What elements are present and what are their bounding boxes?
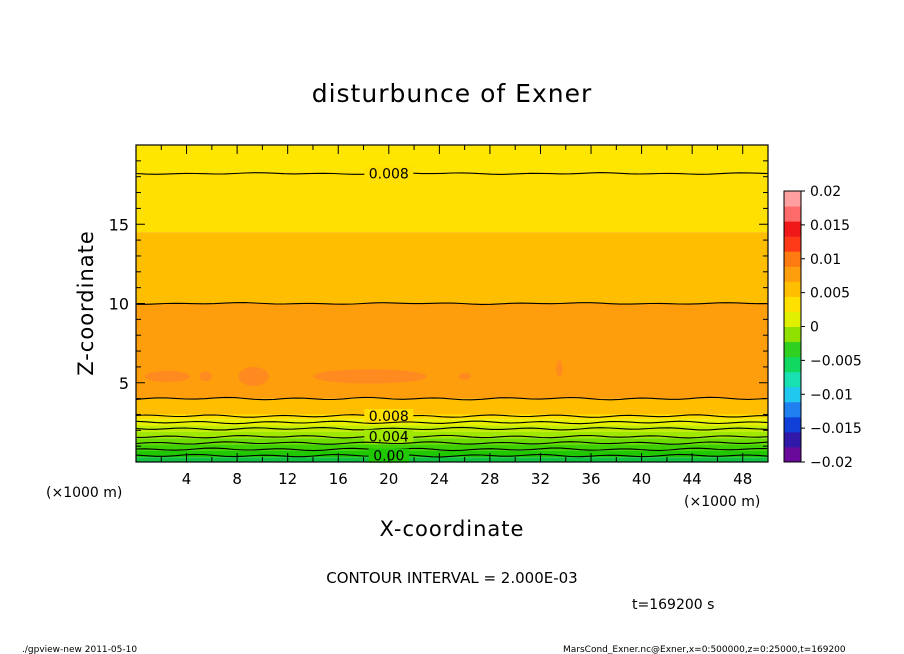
band-10 (136, 444, 768, 451)
colorbar-label: −0.005 (810, 353, 862, 369)
band-7 (136, 425, 768, 432)
x-tick-label: 36 (581, 470, 600, 488)
colorbar-swatch (784, 221, 801, 237)
x-tick-label: 20 (379, 470, 398, 488)
contour-label-bg-6 (364, 429, 414, 444)
contour-label-0: 0.008 (369, 167, 409, 183)
x-tick-label: 4 (182, 470, 192, 488)
contour-line-5 (135, 426, 769, 431)
contour-line-4 (135, 420, 769, 425)
x-tick-label: 8 (232, 470, 242, 488)
colorbar-swatch (784, 251, 801, 267)
band-2 (136, 232, 768, 304)
colorbar-swatch (784, 401, 801, 418)
colorbar-swatch (784, 326, 801, 343)
colorbar-swatch (784, 191, 801, 207)
band-4 (136, 398, 768, 415)
patch-2 (238, 366, 269, 386)
x-tick-label: 16 (329, 470, 348, 488)
y-axis-label: Z-coordinate (74, 230, 98, 376)
contour-line-2 (135, 396, 769, 401)
band-3 (136, 303, 768, 399)
x-tick-label: 24 (430, 470, 449, 488)
band-12 (136, 457, 768, 462)
x-tick-label: 44 (683, 470, 702, 488)
colorbar-label: 0.015 (810, 218, 850, 234)
y-axis-unit: (×1000 m) (46, 485, 122, 501)
contour-label-6: 0.004 (369, 430, 409, 446)
colorbar-label: 0 (810, 320, 819, 336)
colorbar-swatch (784, 386, 801, 403)
patch-5 (556, 360, 563, 377)
contour-line-8 (135, 447, 769, 452)
colorbar: 0.02 0.015 0.01 0.005 0 −0.005 −0.01 −0.015 −0.0… (783, 184, 862, 471)
colorbar-swatch (784, 446, 801, 463)
contour-label-3: 0.008 (369, 409, 409, 425)
band-1 (136, 171, 768, 233)
patch-1 (199, 371, 212, 382)
contour-interval: CONTOUR INTERVAL = 2.000E-03 (326, 569, 577, 587)
contour-label-bg-0 (364, 166, 414, 181)
colorbar-swatch (784, 371, 801, 388)
y-tick-label: 15 (109, 215, 129, 234)
patch-4 (458, 373, 471, 380)
x-tick-label: 32 (531, 470, 550, 488)
y-tick-label: 5 (119, 374, 129, 393)
contour-label-bg-3 (364, 409, 414, 424)
contour-line-1 (136, 302, 768, 305)
colorbar-label: −0.01 (810, 387, 853, 403)
contour-line-3 (135, 414, 769, 418)
x-tick-label: 12 (278, 470, 297, 488)
band-9 (136, 438, 768, 445)
time-label: t=169200 s (632, 597, 714, 613)
footer-left: ./gpview-new 2011-05-10 (22, 645, 137, 654)
band-0 (136, 145, 768, 172)
colorbar-swatch (784, 236, 801, 252)
colorbar-swatch (784, 341, 801, 358)
colorbar-swatch (784, 311, 801, 327)
colorbar-swatch (784, 281, 801, 297)
contour-line-0 (135, 172, 769, 175)
colorbar-swatch (784, 296, 801, 312)
colorbar-swatch (784, 356, 801, 373)
contour-line-7 (135, 441, 769, 445)
x-tick-label: 40 (632, 470, 651, 488)
colorbar-label: 0.02 (810, 184, 841, 200)
x-tick-label: 48 (733, 470, 752, 488)
contour-line-9 (135, 453, 769, 458)
band-11 (136, 450, 768, 458)
contour-line-6 (135, 434, 769, 439)
x-tick-label: 28 (480, 470, 499, 488)
patch-0 (144, 370, 191, 382)
colorbar-label: −0.015 (810, 421, 862, 437)
chart-title: disturbunce of Exner (312, 79, 593, 108)
colorbar-swatch (784, 266, 801, 282)
colorbar-label: −0.02 (810, 455, 853, 471)
colorbar-label: 0.005 (810, 286, 850, 302)
x-axis-label: X-coordinate (380, 517, 525, 541)
colorbar-swatch (784, 206, 801, 222)
colorbar-swatch (784, 416, 801, 433)
colorbar-swatch (784, 431, 801, 448)
footer-right: MarsCond_Exner.nc@Exner,x=0:500000,z=0:2… (563, 645, 846, 654)
x-axis-unit: (×1000 m) (684, 494, 760, 510)
y-tick-label: 10 (109, 295, 129, 314)
patch-3 (312, 369, 427, 384)
colorbar-label: 0.01 (810, 252, 841, 268)
